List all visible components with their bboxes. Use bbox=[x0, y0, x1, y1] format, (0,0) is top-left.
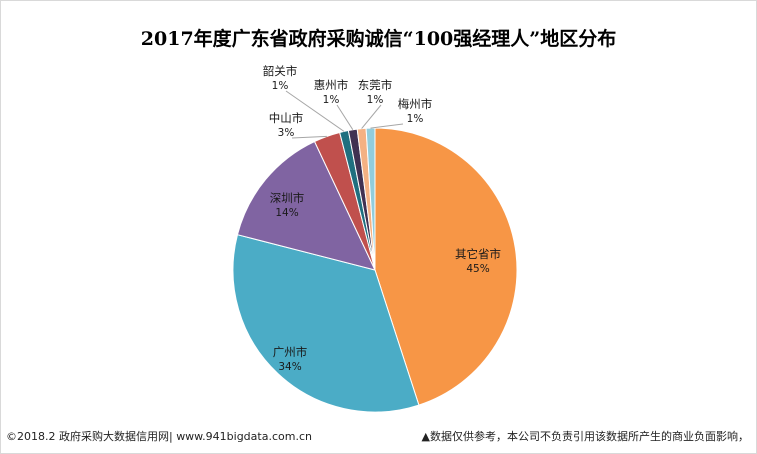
slice-pct-label-4: 3% bbox=[278, 127, 295, 139]
slice-label-6: 惠州市 bbox=[314, 78, 349, 92]
leader-line-4 bbox=[291, 135, 327, 139]
leader-line-7 bbox=[361, 104, 382, 129]
pie-slice-3 bbox=[236, 140, 376, 271]
slice-pct-label-3: 14% bbox=[275, 207, 298, 219]
slice-pct-label-6: 1% bbox=[323, 94, 340, 106]
slice-pct-label-7: 1% bbox=[367, 94, 384, 106]
leader-line-8 bbox=[370, 123, 404, 129]
slice-label-8: 梅州市 bbox=[398, 97, 433, 111]
pie-slice-1 bbox=[374, 127, 518, 406]
footer-disclaimer: ▲数据仅供参考，本公司不负责引用该数据所产生的商业负面影响， bbox=[421, 430, 749, 443]
slice-label-7: 东莞市 bbox=[358, 78, 393, 92]
slice-pct-label-1: 45% bbox=[466, 263, 489, 275]
footer-copyright: ©2018.2 政府采购大数据信用网| www.941bigdata.com.c… bbox=[6, 430, 312, 443]
pie-slice-2 bbox=[232, 234, 420, 413]
slice-pct-label-2: 34% bbox=[278, 361, 301, 373]
leader-line-6 bbox=[336, 104, 354, 130]
slice-label-5: 韶关市 bbox=[263, 64, 298, 78]
slice-label-1: 其它省市 bbox=[455, 247, 501, 261]
chart-title: 2017年度广东省政府采购诚信“100强经理人”地区分布 bbox=[140, 28, 617, 50]
leader-line-5 bbox=[285, 90, 345, 132]
slice-label-3: 深圳市 bbox=[270, 191, 305, 205]
slice-label-2: 广州市 bbox=[273, 345, 308, 359]
slice-pct-label-5: 1% bbox=[272, 80, 289, 92]
slice-label-4: 中山市 bbox=[269, 111, 304, 125]
slice-pct-label-8: 1% bbox=[407, 113, 424, 125]
